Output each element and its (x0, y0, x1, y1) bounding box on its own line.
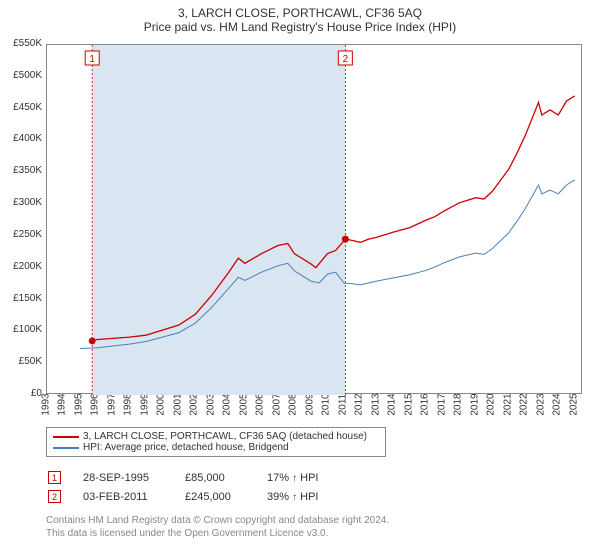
svg-text:1: 1 (89, 54, 95, 65)
sale-price: £245,000 (185, 488, 265, 505)
y-tick-label: £400K (2, 133, 42, 144)
legend-label: HPI: Average price, detached house, Brid… (83, 442, 289, 453)
sale-vs-hpi: 39% ↑ HPI (267, 488, 330, 505)
y-tick-label: £50K (2, 356, 42, 367)
y-tick-label: £0 (2, 388, 42, 399)
subtitle: Price paid vs. HM Land Registry's House … (0, 20, 600, 34)
sale-price: £85,000 (185, 469, 265, 486)
legend-label: 3, LARCH CLOSE, PORTHCAWL, CF36 5AQ (det… (83, 431, 367, 442)
y-tick-label: £450K (2, 102, 42, 113)
footer-line: This data is licensed under the Open Gov… (46, 528, 389, 541)
legend-item-hpi: HPI: Average price, detached house, Brid… (53, 442, 379, 453)
legend-item-price: 3, LARCH CLOSE, PORTHCAWL, CF36 5AQ (det… (53, 431, 379, 442)
sale-marker-icon: 1 (48, 471, 61, 484)
sale-date: 28-SEP-1995 (83, 469, 183, 486)
sale-row: 2 03-FEB-2011 £245,000 39% ↑ HPI (48, 488, 330, 505)
y-tick-label: £550K (2, 38, 42, 49)
y-tick-label: £500K (2, 70, 42, 81)
svg-text:2: 2 (343, 54, 349, 65)
y-tick-label: £300K (2, 197, 42, 208)
y-tick-label: £100K (2, 324, 42, 335)
sale-date: 03-FEB-2011 (83, 488, 183, 505)
sale-marker-icon: 2 (48, 490, 61, 503)
chart-plot-area: 12 (46, 44, 582, 394)
y-tick-label: £200K (2, 261, 42, 272)
footer-line: Contains HM Land Registry data © Crown c… (46, 515, 389, 528)
y-tick-label: £350K (2, 165, 42, 176)
footer-attribution: Contains HM Land Registry data © Crown c… (46, 515, 389, 540)
sales-table: 1 28-SEP-1995 £85,000 17% ↑ HPI 2 03-FEB… (46, 467, 332, 507)
address-title: 3, LARCH CLOSE, PORTHCAWL, CF36 5AQ (0, 0, 600, 20)
sale-row: 1 28-SEP-1995 £85,000 17% ↑ HPI (48, 469, 330, 486)
y-tick-label: £250K (2, 229, 42, 240)
legend-box: 3, LARCH CLOSE, PORTHCAWL, CF36 5AQ (det… (46, 427, 386, 457)
y-tick-label: £150K (2, 293, 42, 304)
sale-vs-hpi: 17% ↑ HPI (267, 469, 330, 486)
